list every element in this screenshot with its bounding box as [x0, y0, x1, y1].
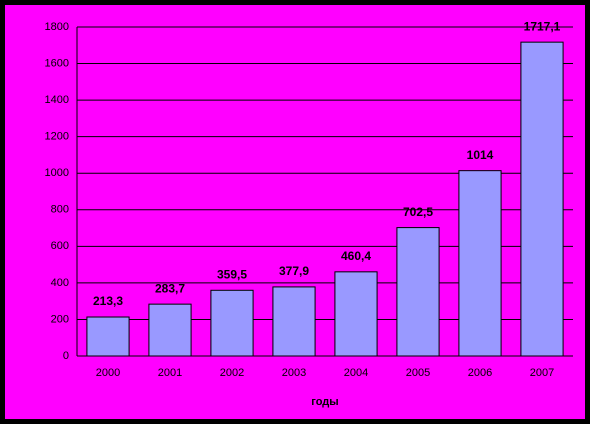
bar: [396, 227, 440, 357]
x-axis-label: годы: [311, 396, 338, 408]
y-tick-label: 400: [51, 277, 69, 289]
value-label: 377,9: [279, 264, 309, 278]
bar: [520, 41, 564, 357]
x-tick-label: 2003: [282, 367, 306, 379]
y-tick-label: 1600: [45, 57, 69, 69]
y-tick-label: 600: [51, 240, 69, 252]
x-tick-label: 2004: [344, 367, 368, 379]
value-label: 1717,1: [524, 19, 561, 33]
bar: [272, 286, 316, 357]
x-tick-label: 2006: [468, 367, 492, 379]
y-tick-label: 200: [51, 313, 69, 325]
x-tick-label: 2001: [158, 367, 182, 379]
bar: [458, 170, 502, 357]
value-label: 359,5: [217, 267, 247, 281]
y-tick-label: 1800: [45, 21, 69, 33]
bar: [334, 271, 378, 357]
bar: [86, 316, 130, 357]
value-label: 213,3: [93, 294, 123, 308]
value-label: 702,5: [403, 205, 433, 219]
value-label: 460,4: [341, 249, 371, 263]
x-tick-label: 2000: [96, 367, 120, 379]
y-tick-label: 0: [63, 350, 69, 362]
y-tick-label: 800: [51, 204, 69, 216]
bar: [148, 303, 192, 357]
x-tick-label: 2002: [220, 367, 244, 379]
bar: [210, 289, 254, 357]
y-tick-label: 1000: [45, 167, 69, 179]
y-tick-label: 1400: [45, 94, 69, 106]
value-label: 1014: [467, 148, 494, 162]
y-tick-label: 1200: [45, 131, 69, 143]
x-tick-label: 2007: [530, 367, 554, 379]
x-tick-label: 2005: [406, 367, 430, 379]
value-label: 283,7: [155, 281, 185, 295]
